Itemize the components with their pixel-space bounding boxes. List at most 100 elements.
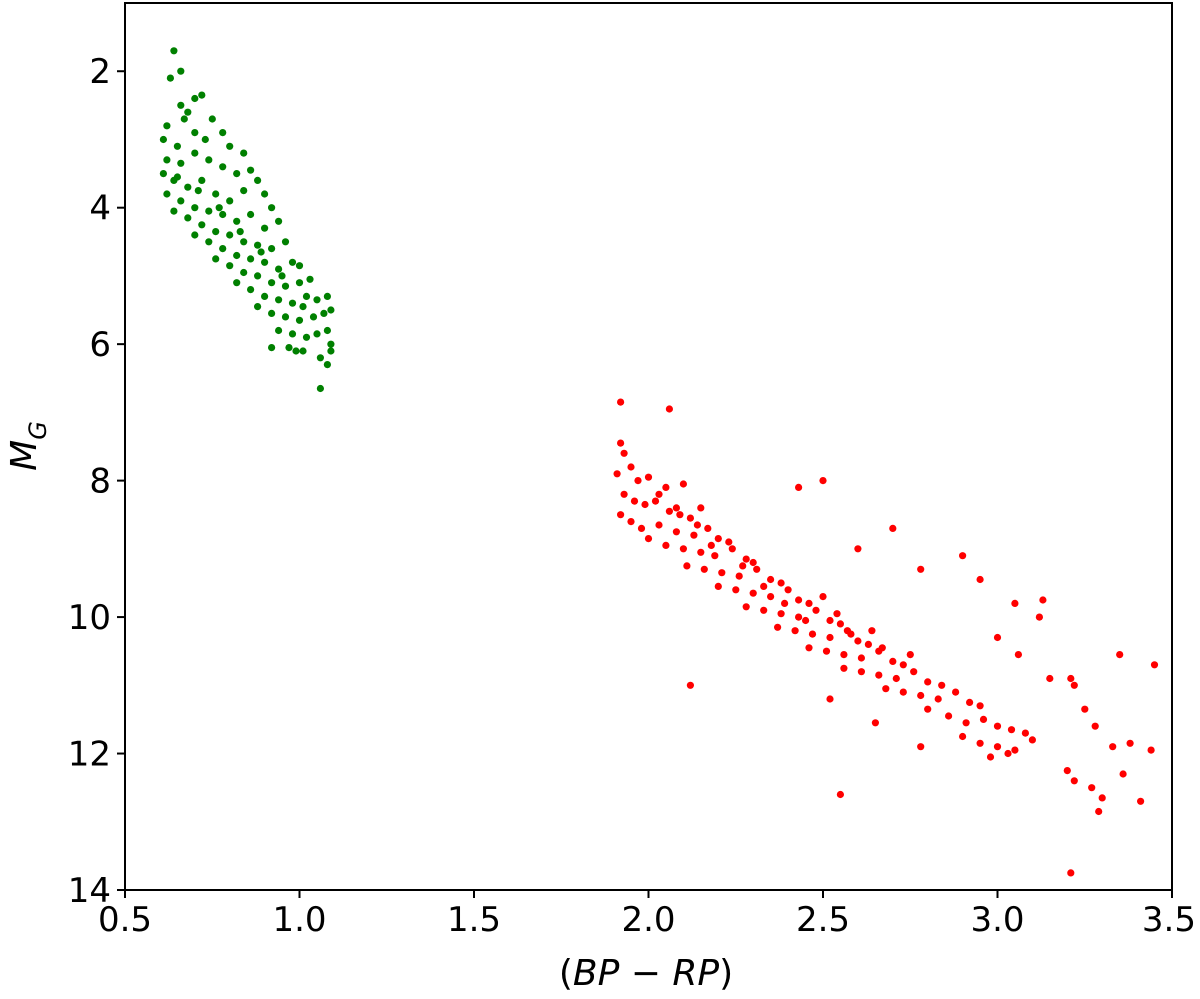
scatter-point-s1-10 xyxy=(620,490,628,498)
y-tick-label: 10 xyxy=(68,598,111,638)
scatter-point-s0-38 xyxy=(219,210,227,219)
scatter-point-s1-40 xyxy=(767,575,775,584)
scatter-point-s1-15 xyxy=(676,511,684,519)
scatter-point-s1-5 xyxy=(613,470,621,478)
scatter-point-s1-101 xyxy=(795,483,803,491)
scatter-point-s0-56 xyxy=(247,255,255,263)
scatter-point-s0-32 xyxy=(261,190,269,198)
scatter-point-s1-134 xyxy=(672,504,681,512)
scatter-point-s0-66 xyxy=(281,282,290,290)
scatter-point-s1-135 xyxy=(693,521,702,529)
scatter-point-s1-17 xyxy=(697,504,705,512)
y-tick-label: 8 xyxy=(89,462,111,502)
scatter-point-s1-129 xyxy=(871,719,880,727)
scatter-point-s0-62 xyxy=(226,262,234,270)
scatter-point-s1-118 xyxy=(1116,651,1124,659)
scatter-point-s1-131 xyxy=(826,695,834,703)
scatter-point-s1-87 xyxy=(979,715,988,724)
scatter-point-s0-63 xyxy=(240,268,248,277)
scatter-point-s1-68 xyxy=(889,657,897,666)
scatter-point-s0-12 xyxy=(159,135,167,144)
scatter-point-s0-100 xyxy=(215,204,223,212)
scatter-point-s1-117 xyxy=(1150,661,1159,669)
scatter-point-s1-61 xyxy=(854,637,862,645)
scatter-point-s1-84 xyxy=(924,705,932,713)
scatter-point-s0-85 xyxy=(288,330,297,338)
scatter-point-s1-79 xyxy=(917,691,925,700)
scatter-point-s0-11 xyxy=(201,135,209,144)
scatter-point-s1-146 xyxy=(906,651,914,659)
scatter-point-s1-3 xyxy=(620,449,628,457)
y-tick-label: 4 xyxy=(89,189,111,229)
scatter-point-s1-14 xyxy=(665,507,674,515)
scatter-point-s1-65 xyxy=(840,651,848,659)
scatter-point-s1-89 xyxy=(1007,726,1016,734)
scatter-point-s1-72 xyxy=(875,671,883,679)
scatter-point-s1-102 xyxy=(854,545,862,553)
scatter-point-s1-90 xyxy=(1021,729,1029,737)
scatter-point-s1-140 xyxy=(802,616,810,625)
scatter-point-s1-111 xyxy=(1070,681,1078,689)
scatter-point-s0-54 xyxy=(219,245,227,253)
scatter-point-s0-45 xyxy=(198,221,206,229)
scatter-point-s0-27 xyxy=(184,183,192,191)
scatter-point-s1-50 xyxy=(760,606,768,614)
scatter-point-s0-78 xyxy=(268,309,276,317)
scatter-point-s0-28 xyxy=(198,176,206,184)
scatter-point-s1-58 xyxy=(808,630,817,638)
scatter-point-s0-8 xyxy=(180,115,188,123)
scatter-point-s0-53 xyxy=(205,238,213,246)
scatter-point-s1-30 xyxy=(697,548,705,556)
scatter-point-s1-99 xyxy=(889,524,897,533)
scatter-point-s1-127 xyxy=(836,790,845,799)
scatter-point-s1-122 xyxy=(1098,794,1106,802)
scatter-point-s1-27 xyxy=(644,535,653,543)
scatter-point-s0-34 xyxy=(163,190,171,198)
scatter-point-s1-41 xyxy=(777,579,785,587)
scatter-point-s1-137 xyxy=(739,562,747,570)
scatter-point-s1-25 xyxy=(714,535,722,543)
scatter-point-s0-16 xyxy=(240,149,248,157)
ticks-layer: 0.5 1.0 1.5 2.0 2.5 3.0 3.5 2 4 6 8 10 12 14 xyxy=(68,52,1196,940)
scatter-point-s1-112 xyxy=(1081,705,1089,713)
scatter-point-s1-128 xyxy=(917,743,925,751)
scatter-point-s1-115 xyxy=(1126,739,1134,747)
y-tick-label: 14 xyxy=(68,871,111,911)
scatter-point-s1-109 xyxy=(1014,651,1023,659)
scatter-point-s0-83 xyxy=(327,306,335,314)
scatter-point-s0-103 xyxy=(278,272,286,280)
scatter-point-s1-6 xyxy=(634,477,642,485)
y-tick-label: 6 xyxy=(89,325,111,365)
scatter-point-s1-66 xyxy=(857,654,866,662)
scatter-point-s1-119 xyxy=(1063,767,1071,775)
scatter-point-s0-101 xyxy=(236,228,244,236)
scatter-point-s1-145 xyxy=(878,644,886,652)
scatter-point-s0-94 xyxy=(268,344,276,352)
scatter-point-s0-86 xyxy=(302,333,311,341)
scatter-point-s1-39 xyxy=(753,565,761,573)
scatter-point-s1-35 xyxy=(683,562,691,570)
scatter-point-s1-125 xyxy=(1095,807,1103,816)
scatter-point-s1-8 xyxy=(662,483,670,491)
scatter-point-s1-76 xyxy=(938,681,946,689)
scatter-point-s0-69 xyxy=(233,279,241,287)
scatter-point-s1-54 xyxy=(826,616,834,625)
scatter-point-s0-1 xyxy=(177,67,185,75)
scatter-point-s0-72 xyxy=(275,296,283,304)
scatter-point-s1-100 xyxy=(819,477,827,485)
scatter-point-s1-75 xyxy=(924,678,932,686)
scatter-point-s0-51 xyxy=(281,238,290,246)
scatter-point-s1-91 xyxy=(959,732,967,741)
scatter-point-s1-107 xyxy=(1035,613,1043,621)
scatter-point-s1-63 xyxy=(805,644,813,652)
scatter-point-s1-12 xyxy=(641,500,649,509)
scatter-point-s1-37 xyxy=(718,569,726,577)
scatter-point-s1-136 xyxy=(707,541,715,550)
scatter-point-s1-143 xyxy=(847,630,855,638)
scatter-point-s0-48 xyxy=(240,238,248,246)
x-tick-label: 3.0 xyxy=(970,900,1024,940)
scatter-point-s0-30 xyxy=(226,197,234,205)
scatter-point-s0-93 xyxy=(327,347,335,355)
scatter-point-s0-92 xyxy=(316,354,324,362)
scatter-point-s0-58 xyxy=(275,265,283,273)
